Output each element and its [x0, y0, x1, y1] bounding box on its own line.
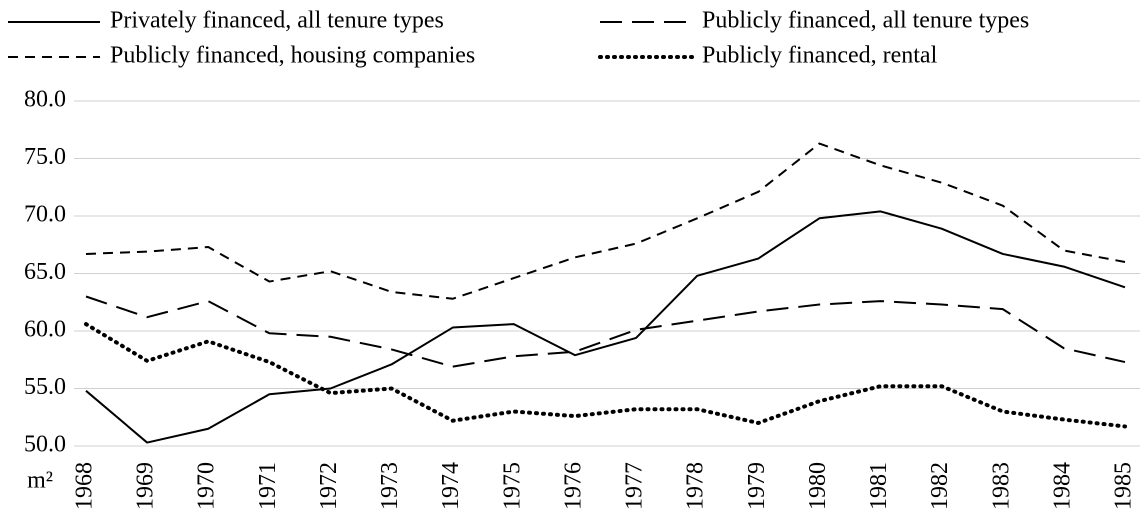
- x-tick-label: 1984: [1049, 462, 1075, 510]
- y-tick-label: 75.0: [24, 144, 66, 170]
- series-line: [85, 295, 1126, 368]
- x-tick-label: 1969: [133, 462, 159, 510]
- x-tick-label: 1972: [316, 462, 342, 510]
- x-tick-label: 1982: [927, 462, 953, 510]
- legend-label: Publicly financed, rental: [702, 43, 938, 69]
- y-tick-label: 70.0: [24, 202, 66, 228]
- x-tick-label: 1974: [438, 462, 464, 510]
- legend-label: Publicly financed, all tenure types: [702, 8, 1029, 34]
- x-tick-label: 1970: [194, 462, 220, 510]
- y-tick-label: 55.0: [24, 374, 66, 400]
- x-tick-label: 1975: [499, 462, 525, 510]
- x-tick-label: 1979: [744, 462, 770, 510]
- x-tick-label: 1968: [72, 462, 98, 510]
- y-axis-unit: m²: [27, 468, 53, 494]
- series-line: [84, 322, 1127, 429]
- x-tick-label: 1981: [866, 462, 892, 510]
- legend-label: Privately financed, all tenure types: [110, 8, 444, 34]
- x-tick-label: 1980: [805, 462, 831, 510]
- y-tick-label: 60.0: [24, 317, 66, 343]
- x-tick-label: 1971: [255, 462, 281, 510]
- series-line: [85, 142, 1126, 300]
- x-tick-label: 1973: [377, 462, 403, 510]
- x-tick-label: 1977: [622, 462, 648, 510]
- legend-label: Publicly financed, housing companies: [110, 43, 475, 69]
- y-tick-label: 50.0: [24, 432, 66, 458]
- x-tick-label: 1978: [683, 462, 709, 510]
- series-line: [85, 210, 1126, 444]
- x-tick-label: 1985: [1111, 462, 1137, 510]
- y-tick-label: 80.0: [24, 87, 66, 113]
- y-tick-label: 65.0: [24, 259, 66, 285]
- x-tick-label: 1976: [560, 462, 586, 510]
- x-tick-label: 1983: [988, 462, 1014, 510]
